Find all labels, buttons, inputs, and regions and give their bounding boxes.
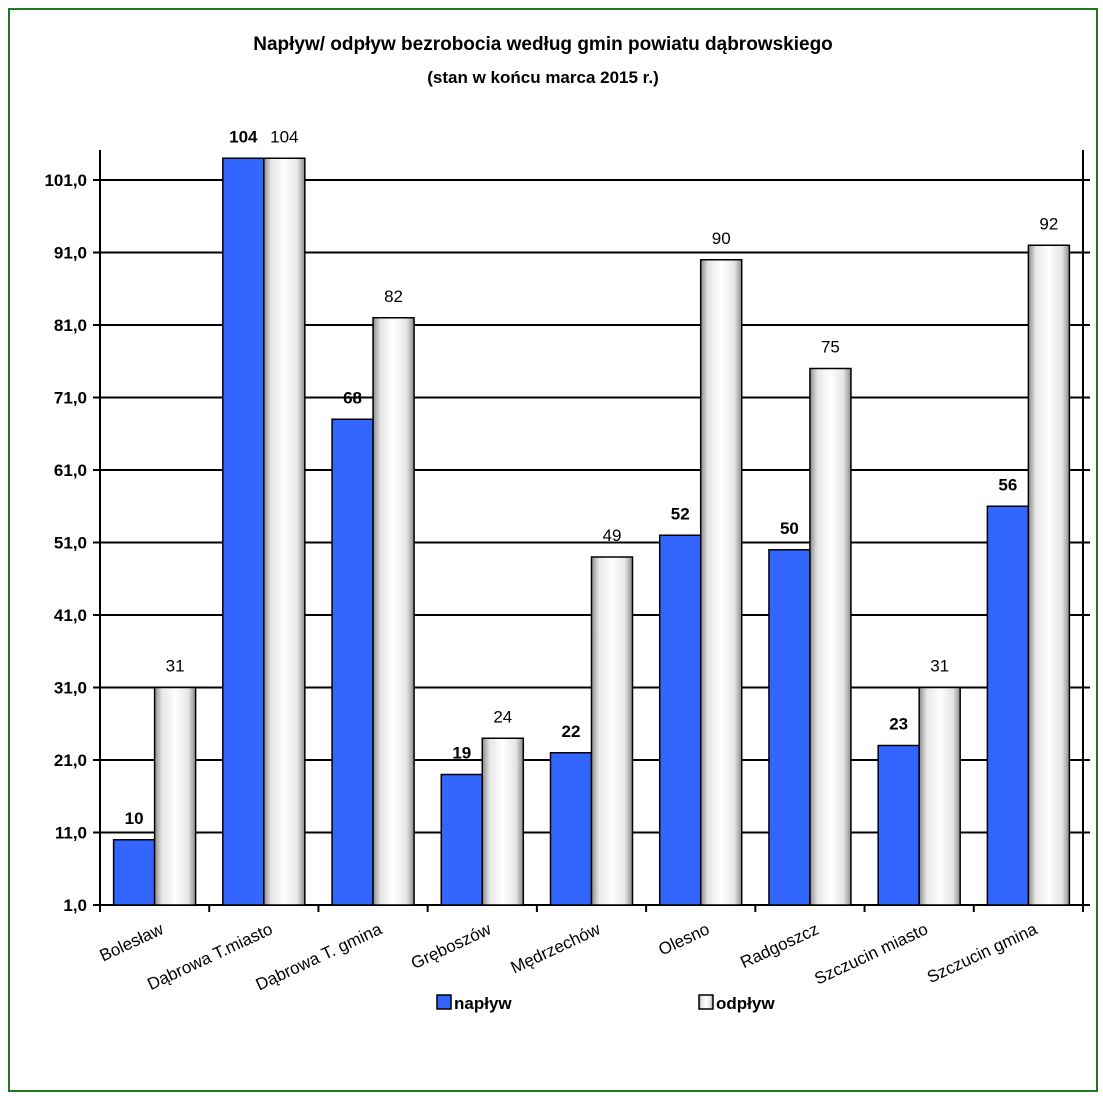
data-label: 10	[125, 809, 144, 828]
bar-naplyw	[549, 752, 593, 906]
y-tick-label: 11,0	[55, 824, 87, 843]
chart-frame	[8, 8, 1098, 1092]
bar-odplyw	[809, 367, 852, 906]
bar-naplyw	[877, 744, 920, 906]
category-label: Mędrzechów	[508, 919, 604, 977]
bar-odplyw	[590, 556, 634, 906]
bar-odplyw	[918, 686, 961, 906]
legend-label: napływ	[454, 994, 512, 1013]
data-label: 50	[780, 519, 799, 538]
category-label: Szczucin gmina	[924, 919, 1040, 987]
y-tick-label: 101,0	[44, 171, 87, 190]
y-tick-label: 21,0	[54, 751, 87, 770]
category-label: Olesno	[656, 919, 713, 959]
bar-naplyw	[112, 839, 156, 906]
data-label: 49	[603, 526, 622, 545]
data-label: 92	[1039, 214, 1058, 233]
category-label: Gręboszów	[408, 919, 495, 973]
category-label: Radgoszcz	[737, 919, 821, 972]
bar-odplyw	[372, 317, 415, 906]
data-label: 56	[998, 475, 1017, 494]
data-labels: 10 31 104 104 68 82 19 24 22 49 52 90 50 75 23 31 56 92	[125, 127, 1059, 828]
bar-odplyw	[699, 259, 743, 906]
bar-odplyw	[153, 686, 197, 906]
data-label: 90	[712, 229, 731, 248]
bar-naplyw	[222, 157, 265, 906]
bar-naplyw	[331, 418, 374, 906]
legend: napływ odpływ	[436, 994, 775, 1013]
data-label: 82	[384, 287, 403, 306]
bar-naplyw	[440, 773, 484, 906]
bar-naplyw	[768, 549, 811, 906]
bar-odplyw	[481, 737, 525, 906]
bars	[112, 157, 1071, 906]
category-label: Bolesław	[97, 919, 167, 965]
bar-odplyw	[263, 157, 306, 906]
data-label: 104	[229, 127, 258, 146]
bar-naplyw	[986, 505, 1030, 906]
bar-naplyw	[658, 534, 702, 906]
bar-odplyw	[1027, 244, 1071, 906]
y-tick-label: 31,0	[54, 679, 87, 698]
data-label: 23	[889, 715, 908, 734]
y-tick-label: 71,0	[54, 389, 87, 408]
category-label: Dąbrowa T. gmina	[253, 919, 385, 994]
y-tick-label: 41,0	[54, 606, 87, 625]
data-label: 104	[270, 127, 298, 146]
data-label: 75	[821, 338, 840, 357]
y-tick-label: 51,0	[54, 534, 87, 553]
y-tick-label: 81,0	[54, 316, 87, 335]
y-tick-label: 91,0	[54, 244, 87, 263]
data-label: 68	[343, 388, 362, 407]
data-label: 19	[452, 744, 471, 763]
data-label: 52	[671, 504, 690, 523]
data-label: 31	[166, 657, 185, 676]
chart-subtitle: (stan w końcu marca 2015 r.)	[427, 68, 659, 87]
category-label: Szczucin miasto	[812, 919, 931, 988]
y-tick-label: 61,0	[54, 461, 87, 480]
legend-label: odpływ	[716, 994, 775, 1013]
legend-swatch	[698, 994, 714, 1010]
data-label: 24	[493, 707, 512, 726]
legend-swatch	[436, 994, 452, 1010]
data-label: 31	[930, 657, 949, 676]
data-label: 22	[562, 722, 581, 741]
y-tick-label: 1,0	[63, 896, 87, 915]
chart-title: Napływ/ odpływ bezrobocia według gmin po…	[253, 34, 833, 55]
